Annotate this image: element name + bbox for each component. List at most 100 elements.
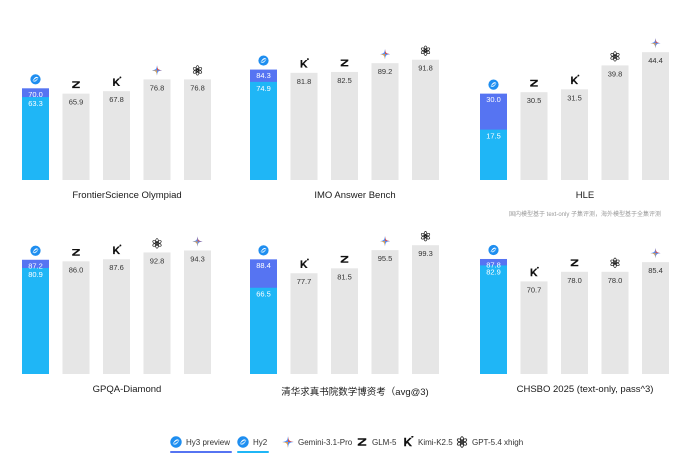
model-bar — [103, 91, 130, 180]
chart-title: CHSBO 2025 (text-only, pass^3) — [516, 384, 654, 395]
model-value-label: 95.5 — [378, 254, 393, 263]
hy-logo-icon — [170, 436, 182, 448]
legend-item: Hy2 — [237, 436, 267, 448]
hy3-value-label: 87.2 — [28, 261, 43, 270]
model-value-label: 89.2 — [378, 67, 393, 76]
bar-chart: 88.4 66.5 77.7 81.5 95.5 99.3 — [250, 231, 439, 374]
model-value-label: 30.5 — [527, 96, 542, 105]
model-value-label: 31.5 — [567, 93, 582, 102]
bar-chart: 84.3 74.9 81.8 82.5 89.2 91.8 — [250, 45, 439, 180]
hy2-bar — [480, 129, 507, 180]
model-value-label: 67.8 — [109, 95, 124, 104]
model-bar — [184, 250, 211, 374]
kimi-k-icon — [113, 76, 122, 87]
legend-label: GPT-5.4 xhigh — [472, 437, 524, 447]
openai-icon — [610, 257, 620, 268]
model-bar — [561, 89, 588, 180]
openai-icon — [420, 231, 431, 242]
model-bar — [520, 281, 548, 374]
hy3-value-label: 30.0 — [486, 95, 501, 104]
legend-underline — [170, 451, 232, 453]
benchmark-panel: 70.0 63.3 65.9 67.8 76.8 76.8 FrontierScience … — [22, 40, 232, 220]
model-bar — [184, 79, 211, 180]
hy2-bar — [480, 265, 507, 374]
benchmark-panel: 88.4 66.5 77.7 81.5 95.5 99.3 清华求真书院数学博资考（avg@… — [250, 231, 460, 414]
model-bar — [412, 59, 439, 180]
model-value-label: 44.4 — [648, 56, 663, 65]
gemini-icon — [151, 65, 163, 76]
benchmark-panel: 30.0 17.5 30.5 31.5 39.8 44.4 HLE 国内模型基于 text-o… — [480, 38, 690, 220]
legend-item: Kimi-K2.5 — [402, 436, 453, 448]
bar-chart: 87.882.9 70.7 78.0 78.0 85.4 — [480, 244, 669, 374]
model-bar — [143, 79, 171, 180]
model-value-label: 78.0 — [608, 276, 623, 285]
chart-title: GPQA-Diamond — [92, 384, 162, 395]
model-bar — [62, 93, 90, 180]
hy2-value-label: 17.5 — [486, 132, 501, 141]
model-value-label: 70.7 — [527, 285, 542, 294]
model-value-label: 78.0 — [567, 276, 582, 285]
model-value-label: 92.8 — [150, 256, 165, 265]
model-bar — [290, 72, 318, 180]
benchmark-panel: 87.2 80.9 86.0 87.6 92.8 94.3 GPQA-Diamond — [22, 234, 232, 414]
model-bar — [371, 63, 399, 180]
hy-logo-icon — [30, 245, 41, 256]
hy-logo-icon — [488, 79, 499, 90]
hy-logo-icon — [258, 55, 269, 66]
gemini-icon — [379, 236, 391, 247]
legend-label: Hy2 — [253, 437, 268, 447]
chart-title: IMO Answer Bench — [314, 190, 396, 201]
hy2-bar — [22, 268, 49, 374]
model-value-label: 99.3 — [418, 249, 433, 258]
hy-logo-icon — [237, 436, 249, 448]
glm-z-icon — [340, 255, 349, 263]
chart-legend: Hy3 preview Hy2 Gemini-3.1-Pro GLM-5 Kimi-K2… — [0, 436, 690, 453]
benchmark-panel: 87.8 82.9 70.7 78.0 78.0 85.4 CHSBO 2025 (text… — [480, 234, 690, 414]
gemini-icon — [192, 236, 203, 247]
model-bar — [520, 92, 548, 180]
kimi-k-icon — [404, 436, 414, 447]
hy2-value-label: 82.9 — [486, 267, 501, 276]
glm-z-icon — [340, 59, 349, 67]
legend-item: GLM-5 — [356, 436, 396, 448]
glm-z-icon — [72, 248, 80, 256]
chart-footnote: 国内模型基于 text-only 子集评测，海外模型基于全集评测 — [508, 212, 661, 218]
hy3-value-label: 88.4 — [256, 261, 271, 270]
hy3-value-label: 84.3 — [256, 71, 271, 80]
model-bar — [601, 271, 629, 374]
glm-z-icon — [72, 81, 80, 89]
gemini-icon — [650, 38, 661, 49]
hy2-value-label: 74.9 — [256, 84, 271, 93]
legend-label: Hy3 preview — [186, 437, 231, 447]
bar-chart: 30.0 17.5 30.5 31.5 39.8 44.4 — [480, 38, 669, 180]
legend-label: Gemini-3.1-Pro — [298, 437, 353, 447]
hy3-value-label: 87.8 — [486, 260, 501, 269]
legend-label: Kimi-K2.5 — [418, 437, 453, 447]
kimi-k-icon — [113, 244, 122, 255]
model-value-label: 76.8 — [150, 83, 165, 92]
model-value-label: 86.0 — [69, 265, 84, 274]
model-bar — [412, 245, 439, 374]
gemini-icon — [650, 248, 661, 259]
legend-item: GPT-5.4 xhigh — [456, 436, 523, 448]
kimi-k-icon — [530, 266, 539, 277]
model-value-label: 91.8 — [418, 64, 433, 73]
hy-logo-icon — [488, 244, 499, 256]
hy2-bar — [22, 97, 49, 180]
hy-logo-icon — [258, 245, 269, 256]
model-bar — [371, 250, 399, 374]
hy2-value-label: 63.3 — [28, 99, 43, 108]
hy2-value-label: 66.5 — [256, 290, 271, 299]
glm-z-icon — [530, 79, 538, 87]
model-value-label: 85.4 — [648, 266, 663, 275]
openai-icon — [420, 45, 431, 56]
model-bar — [561, 271, 588, 374]
model-value-label: 87.6 — [109, 263, 124, 272]
model-bar — [143, 252, 171, 374]
legend-item: Gemini-3.1-Pro — [282, 436, 352, 448]
legend-item: Hy3 preview — [170, 436, 230, 448]
model-value-label: 39.8 — [608, 69, 623, 78]
bar-chart: 87.280.9 86.0 87.6 92.8 94.3 — [22, 236, 211, 374]
hy2-value-label: 80.9 — [28, 270, 43, 279]
openai-icon — [610, 51, 620, 62]
